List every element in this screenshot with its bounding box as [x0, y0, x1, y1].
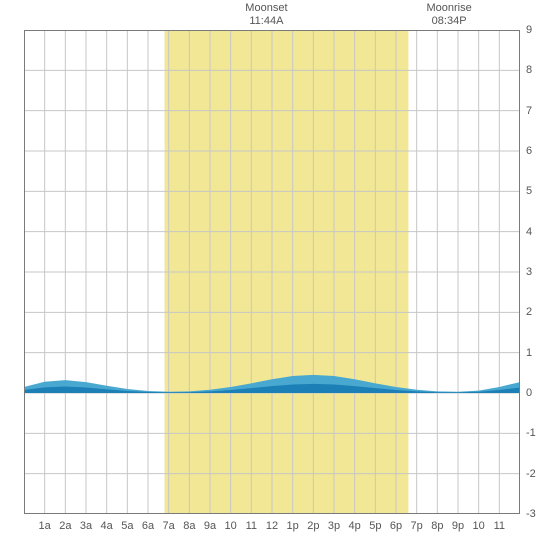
x-tick-label: 9p: [452, 520, 464, 532]
x-tick-label: 2a: [59, 520, 71, 532]
y-tick-label: -1: [526, 427, 536, 439]
moon-annotation-time: 08:34P: [426, 15, 471, 28]
x-tick-label: 3a: [80, 520, 92, 532]
x-tick-label: 1a: [39, 520, 51, 532]
x-tick-label: 11: [246, 520, 257, 532]
x-tick-label: 9a: [204, 520, 216, 532]
y-tick-label: 0: [526, 387, 532, 399]
y-tick-label: 2: [526, 306, 532, 318]
x-tick-label: 11: [494, 520, 505, 532]
x-tick-label: 2p: [307, 520, 319, 532]
y-tick-label: 6: [526, 145, 532, 157]
y-tick-label: 9: [526, 24, 532, 36]
moon-annotation: Moonset11:44A: [245, 2, 287, 28]
moon-annotation-title: Moonrise: [426, 2, 471, 15]
moon-annotation: Moonrise08:34P: [426, 2, 471, 28]
y-tick-label: -3: [526, 508, 536, 520]
x-tick-label: 3p: [328, 520, 340, 532]
x-tick-label: 10: [473, 520, 485, 532]
y-tick-label: 3: [526, 266, 532, 278]
moon-annotation-time: 11:44A: [245, 15, 287, 28]
x-tick-label: 7p: [411, 520, 423, 532]
y-tick-label: 5: [526, 185, 532, 197]
x-tick-label: 12: [266, 520, 278, 532]
x-tick-label: 5p: [369, 520, 381, 532]
plot-border: [24, 30, 520, 514]
x-tick-label: 5a: [121, 520, 133, 532]
y-tick-label: 7: [526, 105, 532, 117]
y-tick-label: -2: [526, 468, 536, 480]
y-tick-label: 8: [526, 64, 532, 76]
y-tick-label: 4: [526, 226, 532, 238]
x-tick-label: 4p: [349, 520, 361, 532]
top-annotations: Moonset11:44A Moonrise08:34P: [0, 0, 550, 28]
x-tick-label: 8p: [431, 520, 443, 532]
x-tick-label: 4a: [101, 520, 113, 532]
tide-chart: Moonset11:44AMoonrise08:34P -3-2-1012345…: [0, 0, 550, 550]
x-tick-label: 8a: [183, 520, 195, 532]
moon-annotation-title: Moonset: [245, 2, 287, 15]
x-tick-label: 7a: [163, 520, 175, 532]
x-tick-label: 10: [225, 520, 237, 532]
x-tick-label: 1p: [287, 520, 299, 532]
x-tick-label: 6a: [142, 520, 154, 532]
y-tick-label: 1: [526, 347, 532, 359]
x-tick-label: 6p: [390, 520, 402, 532]
